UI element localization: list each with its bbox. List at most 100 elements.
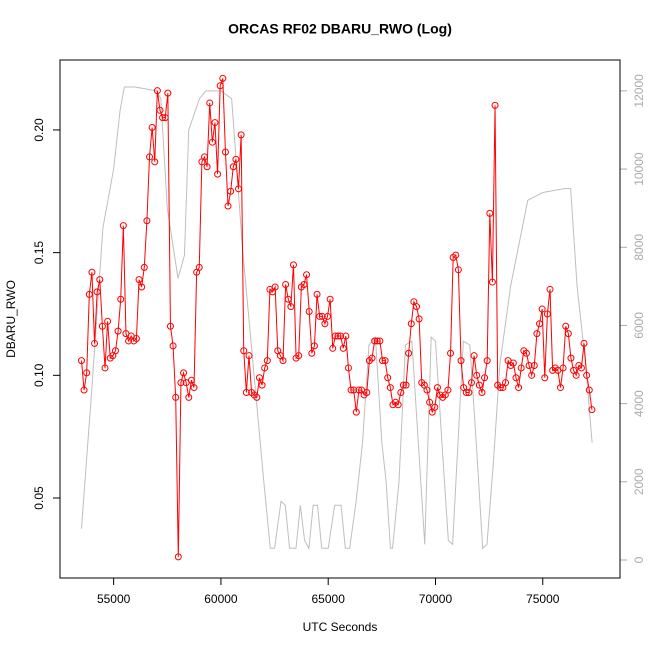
data-point [405,349,413,357]
data-point [224,202,232,210]
data-point [452,251,460,259]
data-point [316,312,324,320]
data-point [559,364,567,372]
data-point [211,119,219,127]
data-point [258,381,266,389]
data-point [331,332,339,340]
data-point [426,398,434,406]
x-tick-label: 65000 [312,592,346,606]
data-point [187,376,195,384]
data-point [536,320,544,328]
y2-tick-label: 4000 [632,390,646,417]
data-point [342,332,350,340]
data-point [397,388,405,396]
data-point [255,374,263,382]
data-point [114,327,122,335]
data-point [431,403,439,411]
data-point [577,364,585,372]
data-point [355,386,363,394]
data-point [164,89,172,97]
data-point [177,379,185,387]
data-point [467,379,475,387]
data-point [350,386,358,394]
data-point [77,357,85,365]
y-tick-label: 0.10 [32,363,46,387]
data-point [208,138,216,146]
data-point [237,131,245,139]
data-point [478,388,486,396]
data-point [462,388,470,396]
data-point [324,312,332,320]
data-point [470,352,478,360]
data-point [300,281,308,289]
data-point [371,337,379,345]
data-point [347,386,355,394]
data-point [546,285,554,293]
y-tick-label: 0.20 [32,118,46,142]
data-point [289,261,297,269]
data-point [318,312,326,320]
data-point [166,322,174,330]
data-point [454,266,462,274]
chart-title: ORCAS RF02 DBARU_RWO (Log) [228,21,452,37]
data-point [156,106,164,114]
data-point [337,332,345,340]
x-tick-label: 60000 [204,592,238,606]
data-point [517,364,525,372]
data-point [195,263,203,271]
data-point [203,163,211,171]
y2-tick-label: 2000 [632,468,646,495]
data-point [245,352,253,360]
data-point [556,384,564,392]
data-point [80,386,88,394]
y2-tick-label: 8000 [632,234,646,261]
data-point [583,371,591,379]
data-point [326,295,334,303]
data-point [305,308,313,316]
data-point [117,295,125,303]
data-point [475,381,483,389]
y2-tick-label: 0 [632,556,646,563]
series-line [80,78,593,557]
data-point [232,155,240,163]
data-point [235,185,243,193]
data-point [229,163,237,171]
data-point [384,374,392,382]
data-point [321,320,329,328]
data-point [473,371,481,379]
data-point [368,354,376,362]
data-point [96,276,104,284]
data-point [313,290,321,298]
data-point [146,153,154,161]
data-point [543,310,551,318]
data-point [140,263,148,271]
data-point [533,330,541,338]
data-point [221,148,229,156]
data-point [185,393,193,401]
data-point [481,374,489,382]
data-point [172,393,180,401]
data-point [572,371,580,379]
data-point [585,386,593,394]
data-point [433,384,441,392]
data-point [423,386,431,394]
data-point [457,357,465,365]
data-point [174,553,182,561]
data-point [580,339,588,347]
data-point [512,374,520,382]
data-point [227,187,235,195]
data-point [588,406,596,414]
data-point [386,384,394,392]
plot-frame [59,59,621,579]
data-point [282,281,290,289]
data-point [91,339,99,347]
data-point [488,278,496,286]
data-point [522,349,530,357]
data-point [190,384,198,392]
data-point [352,408,360,416]
data-point [407,320,415,328]
data-point [93,288,101,296]
